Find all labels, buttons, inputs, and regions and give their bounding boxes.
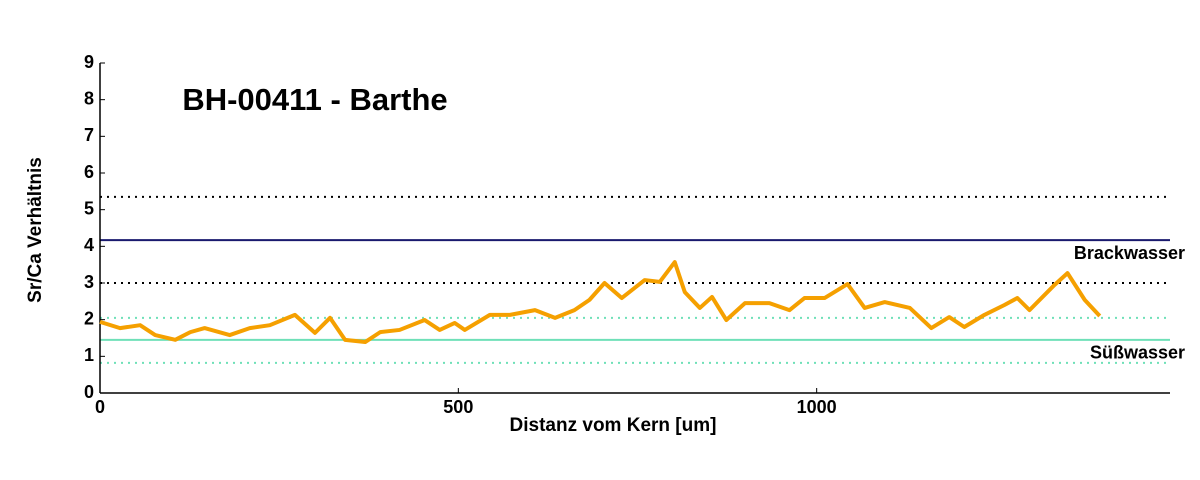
y-tick-label: 1 bbox=[84, 345, 94, 365]
x-tick-label: 0 bbox=[95, 397, 105, 417]
x-tick-label: 1000 bbox=[797, 397, 837, 417]
y-tick-label: 7 bbox=[84, 125, 94, 145]
y-axis-label: Sr/Ca Verhältnis bbox=[25, 157, 46, 303]
y-tick-label: 0 bbox=[84, 382, 94, 402]
reference-label: Süßwasser bbox=[1090, 343, 1185, 363]
y-tick-label: 3 bbox=[84, 272, 94, 292]
x-axis-label: Distanz vom Kern [um] bbox=[510, 415, 717, 436]
y-tick-label: 4 bbox=[84, 235, 94, 255]
y-tick-label: 6 bbox=[84, 162, 94, 182]
reference-label: Brackwasser bbox=[1074, 243, 1185, 263]
y-tick-label: 2 bbox=[84, 308, 94, 328]
x-tick-label: 500 bbox=[443, 397, 473, 417]
y-tick-label: 5 bbox=[84, 198, 94, 218]
chart-title: BH-00411 - Barthe bbox=[182, 82, 447, 117]
y-tick-label: 9 bbox=[84, 52, 94, 72]
data-line bbox=[99, 260, 1102, 345]
y-tick-label: 8 bbox=[84, 88, 94, 108]
